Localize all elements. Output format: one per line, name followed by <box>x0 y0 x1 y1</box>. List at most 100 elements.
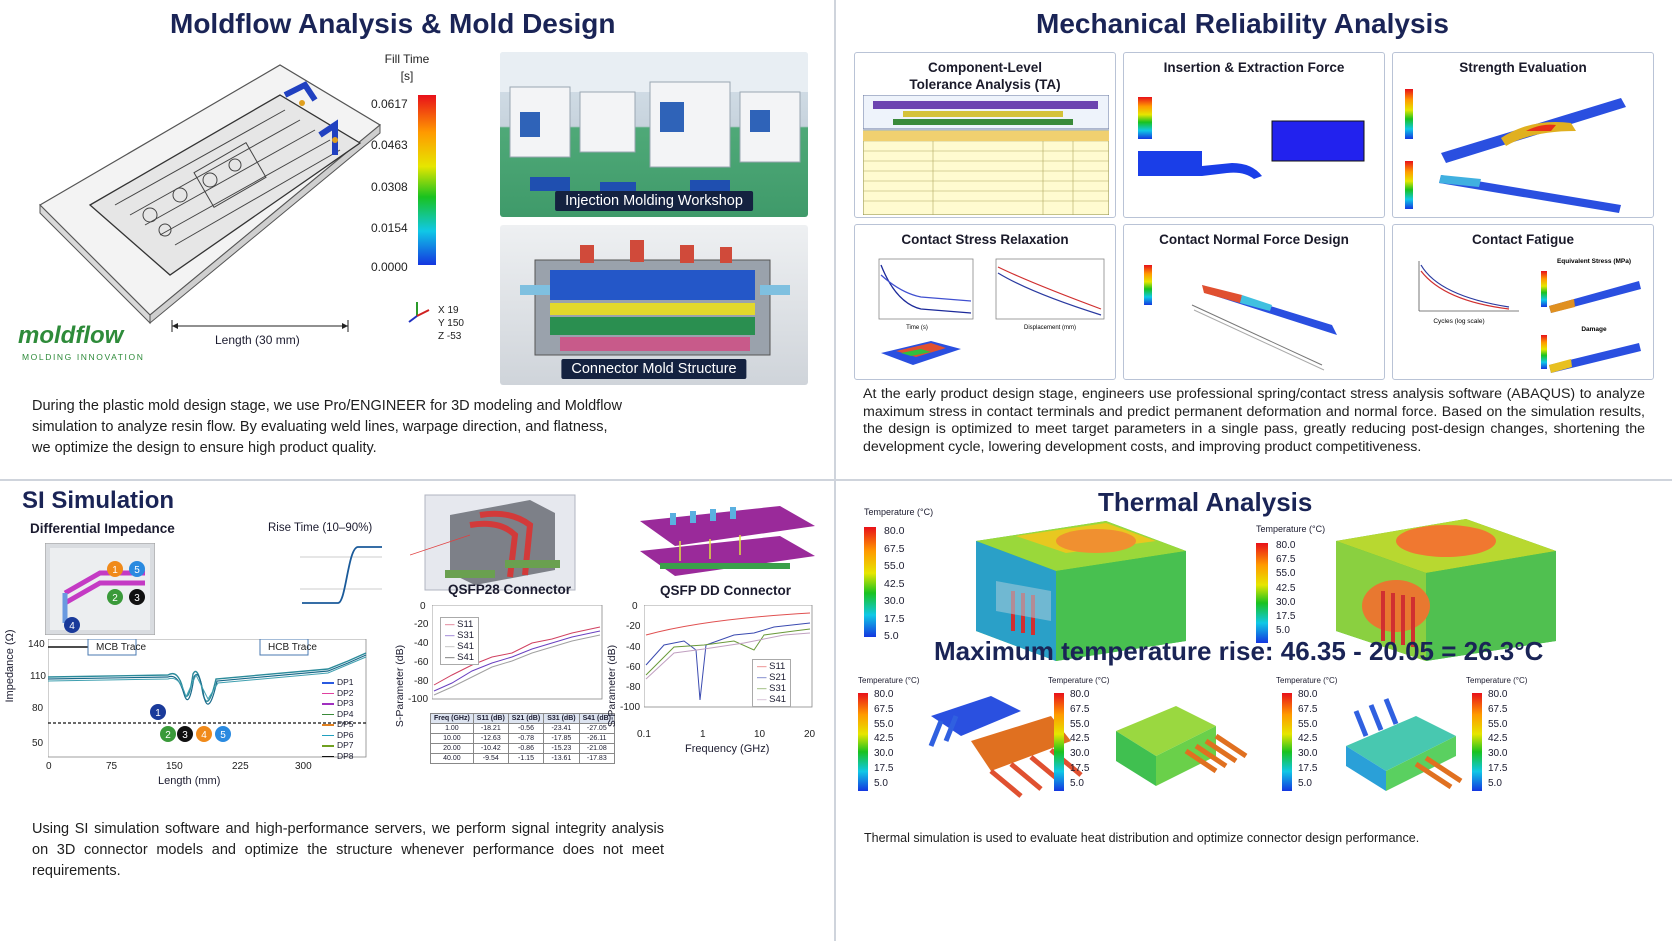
sparam2-ytick: -20 <box>626 621 641 632</box>
moldflow-section: Moldflow Analysis & Mold Design Fill Tim… <box>0 0 836 481</box>
impedance-xtick: 150 <box>166 761 183 772</box>
panel-title: Component-Level Tolerance Analysis (TA) <box>909 60 1061 92</box>
sparam2-ytick: -80 <box>626 682 641 693</box>
legend-dp2: DP2 <box>322 688 354 699</box>
sparam2-xlabel: Frequency (GHz) <box>685 743 770 755</box>
impedance-ytick: 80 <box>32 703 44 714</box>
legend-dp5: DP5 <box>322 719 354 730</box>
temp-legend-title: Temperature (°C) <box>1276 676 1338 685</box>
hcb-trace-label: HCB Trace <box>268 642 317 653</box>
legend-dp1: DP1 <box>322 677 354 688</box>
fill-time-value: 0.0000 <box>371 260 408 274</box>
sparam1-ytick: -80 <box>414 676 429 687</box>
table-row: 10.00 -12.63 -0.78 -17.85 -26.11 <box>430 733 616 744</box>
panel-title: Contact Stress Relaxation <box>901 232 1069 247</box>
thermal-pin-model-1 <box>928 696 1083 798</box>
temp-colorbar <box>1054 693 1064 791</box>
mcb-trace-label: MCB Trace <box>96 642 147 653</box>
temp-legend-values: 80.0 67.5 55.0 42.5 30.0 17.5 5.0 <box>1298 689 1318 789</box>
temp-legend-values: 80.0 67.5 55.0 42.5 30.0 17.5 5.0 <box>884 525 905 642</box>
photo-caption-workshop: Injection Molding Workshop <box>555 191 753 211</box>
axis-readout-y: Y 150 <box>438 318 464 329</box>
fill-time-legend-title: Fill Time <box>384 52 430 66</box>
panel-contact-fatigue: Contact Fatigue Cycles (log scale) Equiv… <box>1392 224 1654 380</box>
moldflow-title: Moldflow Analysis & Mold Design <box>170 8 616 39</box>
thermal-description-wrap: Thermal simulation is used to evaluate h… <box>864 828 1564 849</box>
thermal-description: Thermal simulation is used to evaluate h… <box>864 831 1420 845</box>
svg-text:2: 2 <box>112 593 118 604</box>
svg-text:1: 1 <box>112 565 118 576</box>
axis-readout-x: X 19 <box>438 305 459 316</box>
insertion-force-figure <box>1138 97 1365 179</box>
axes-triad-icon <box>408 302 430 323</box>
temp-legend-values: 80.0 67.5 55.0 42.5 30.0 17.5 5.0 <box>1070 689 1090 789</box>
connector-mold-structure-photo: Connector Mold Structure <box>500 225 808 385</box>
temp-colorbar <box>858 693 868 791</box>
sparam2-xtick: 20 <box>804 729 816 740</box>
panel-insertion-extraction-force: Insertion & Extraction Force <box>1123 52 1385 218</box>
impedance-xtick: 75 <box>106 761 118 772</box>
temp-legend-values: 80.0 67.5 55.0 42.5 30.0 17.5 5.0 <box>1488 689 1508 789</box>
sparam2-xtick: 10 <box>754 729 766 740</box>
temp-legend-title: Temperature (°C) <box>864 507 934 517</box>
legend-dp3: DP3 <box>322 698 354 709</box>
temp-legend-title: Temperature (°C) <box>1466 676 1528 685</box>
impedance-ytick: 140 <box>28 639 45 650</box>
qsfpdd-3d-model <box>640 506 815 576</box>
mechanical-section: Mechanical Reliability Analysis Componen… <box>836 0 1672 481</box>
fill-time-value: 0.0308 <box>371 180 408 194</box>
sparam2-legend: — S11 — S21 — S31 — S41 <box>752 659 792 707</box>
sparam2-ytick: -40 <box>626 642 641 653</box>
panel-strength-evaluation: Strength Evaluation <box>1392 52 1654 218</box>
qsfp28-3d-model <box>410 494 576 591</box>
fatigue-damage-label: Damage <box>1581 326 1607 333</box>
impedance-xtick: 0 <box>46 761 52 772</box>
rise-time-label: Rise Time (10–90%) <box>268 522 373 534</box>
panel-tolerance-analysis: Component-Level Tolerance Analysis (TA) <box>854 52 1116 218</box>
svg-text:5: 5 <box>134 565 140 576</box>
stress-relaxation-chart: Time (s) Displacement (mm) <box>878 258 1105 365</box>
moldflow-plate-model <box>39 64 382 325</box>
thermal-connector-model-1 <box>976 521 1186 661</box>
legend-dp8: DP8 <box>322 751 354 762</box>
panel-title: Contact Fatigue <box>1471 232 1574 247</box>
impedance-chart: 1 2 3 4 5 <box>48 639 367 758</box>
panel-title: Contact Normal Force Design <box>1159 232 1349 247</box>
normal-force-figure <box>1144 265 1337 371</box>
temp-legend-title: Temperature (°C) <box>1256 524 1326 534</box>
sparam1-ylabel: S-Parameter (dB) <box>394 644 406 728</box>
fill-time-value: 0.0154 <box>371 221 408 235</box>
qsfp28-label: QSFP28 Connector <box>448 582 572 597</box>
sparam2-ytick: -100 <box>620 702 641 713</box>
si-description: Using SI simulation software and high-pe… <box>32 821 664 879</box>
tolerance-table-figure <box>863 95 1109 215</box>
mechanical-title: Mechanical Reliability Analysis <box>1036 8 1449 39</box>
svg-text:3: 3 <box>182 730 188 741</box>
thermal-pin-model-3 <box>1346 698 1463 791</box>
sparam1-legend: — S11 — S31 — S41 — S41 <box>440 617 480 665</box>
photo-caption-mold: Connector Mold Structure <box>561 359 747 379</box>
mechanical-description: At the early product design stage, engin… <box>863 386 1645 455</box>
sparam2-ytick: -60 <box>626 662 641 673</box>
panel-title: Strength Evaluation <box>1459 60 1587 75</box>
sparam1-ytick: -60 <box>414 657 429 668</box>
legend-dp7: DP7 <box>322 740 354 751</box>
temp-legend-title: Temperature (°C) <box>1048 676 1110 685</box>
temp-colorbar <box>1282 693 1292 791</box>
fill-time-colorbar <box>418 95 436 265</box>
svg-text:5: 5 <box>220 730 226 741</box>
temp-legend-title: Temperature (°C) <box>858 676 920 685</box>
thermal-section: Thermal Analysis Temperature (°C) 80.0 67… <box>836 481 1672 941</box>
diff-impedance-label: Differential Impedance <box>30 521 175 536</box>
temp-legend-values: 80.0 67.5 55.0 42.5 30.0 17.5 5.0 <box>1276 540 1296 637</box>
table-row: 40.00 -9.54 -1.15 -13.61 -17.83 <box>430 753 616 764</box>
relax-disp-label: Displacement (mm) <box>1024 325 1076 331</box>
thermal-title: Thermal Analysis <box>1098 487 1313 517</box>
sparam-table: Freq (GHz) S11 (dB) S21 (dB) S31 (dB) S4… <box>430 713 616 764</box>
impedance-xtick: 225 <box>232 761 249 772</box>
moldflow-logo: moldflow <box>18 322 124 349</box>
panel-contact-stress-relaxation: Contact Stress Relaxation Time (s) Displ… <box>854 224 1116 380</box>
thermal-connector-model-2 <box>1336 519 1556 661</box>
svg-text:4: 4 <box>69 621 75 632</box>
temp-colorbar <box>1472 693 1482 791</box>
